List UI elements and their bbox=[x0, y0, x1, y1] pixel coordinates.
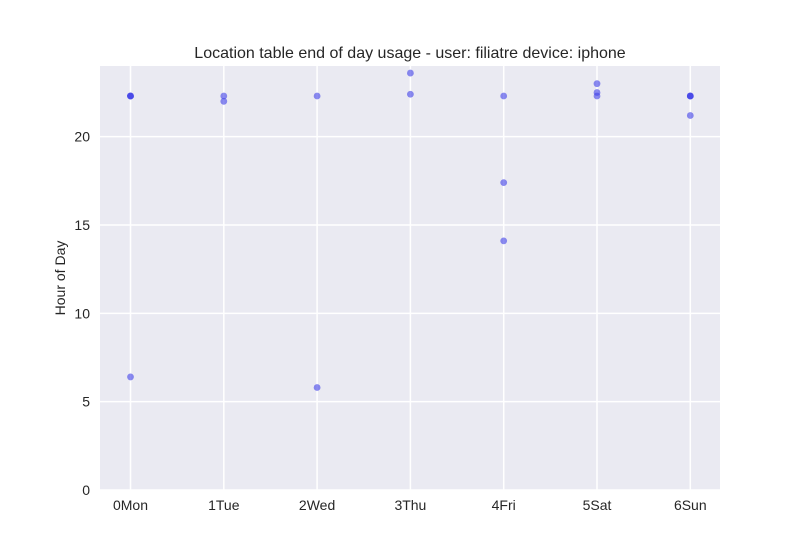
data-point bbox=[313, 384, 321, 391]
data-point bbox=[407, 69, 414, 77]
data-point bbox=[500, 237, 508, 245]
data-point bbox=[127, 92, 134, 100]
x-tick-label: 1Tue bbox=[208, 497, 240, 513]
data-point bbox=[313, 92, 321, 100]
data-point bbox=[220, 97, 228, 105]
x-tick-label: 6Sun bbox=[674, 497, 707, 513]
data-points bbox=[127, 69, 694, 391]
x-tick-label: 0Mon bbox=[113, 497, 148, 513]
data-point bbox=[686, 92, 694, 100]
y-tick-label: 10 bbox=[74, 305, 90, 321]
data-point bbox=[593, 92, 601, 100]
data-point bbox=[593, 80, 601, 88]
grid-lines bbox=[100, 66, 720, 491]
data-point bbox=[407, 90, 414, 98]
chart-title: Location table end of day usage - user: … bbox=[194, 45, 625, 62]
x-tick-label: 3Thu bbox=[394, 497, 426, 513]
data-point bbox=[220, 92, 228, 100]
y-tick-label: 0 bbox=[82, 482, 90, 498]
data-point bbox=[500, 179, 508, 187]
x-tick-label: 2Wed bbox=[299, 497, 335, 513]
tick-labels: 0Mon 1Tue 2Wed 3Thu 4Fri 5Sat 6Sun 0 5 10 15 20 bbox=[74, 129, 706, 513]
x-tick-label: 4Fri bbox=[492, 497, 516, 513]
y-axis-label: Hour of Day bbox=[52, 241, 68, 316]
data-point bbox=[686, 112, 694, 119]
y-tick-label: 5 bbox=[82, 394, 90, 410]
y-tick-label: 20 bbox=[74, 129, 90, 145]
x-tick-label: 5Sat bbox=[583, 497, 612, 513]
y-tick-label: 15 bbox=[74, 217, 90, 233]
data-point bbox=[127, 373, 134, 381]
data-point bbox=[500, 92, 508, 100]
